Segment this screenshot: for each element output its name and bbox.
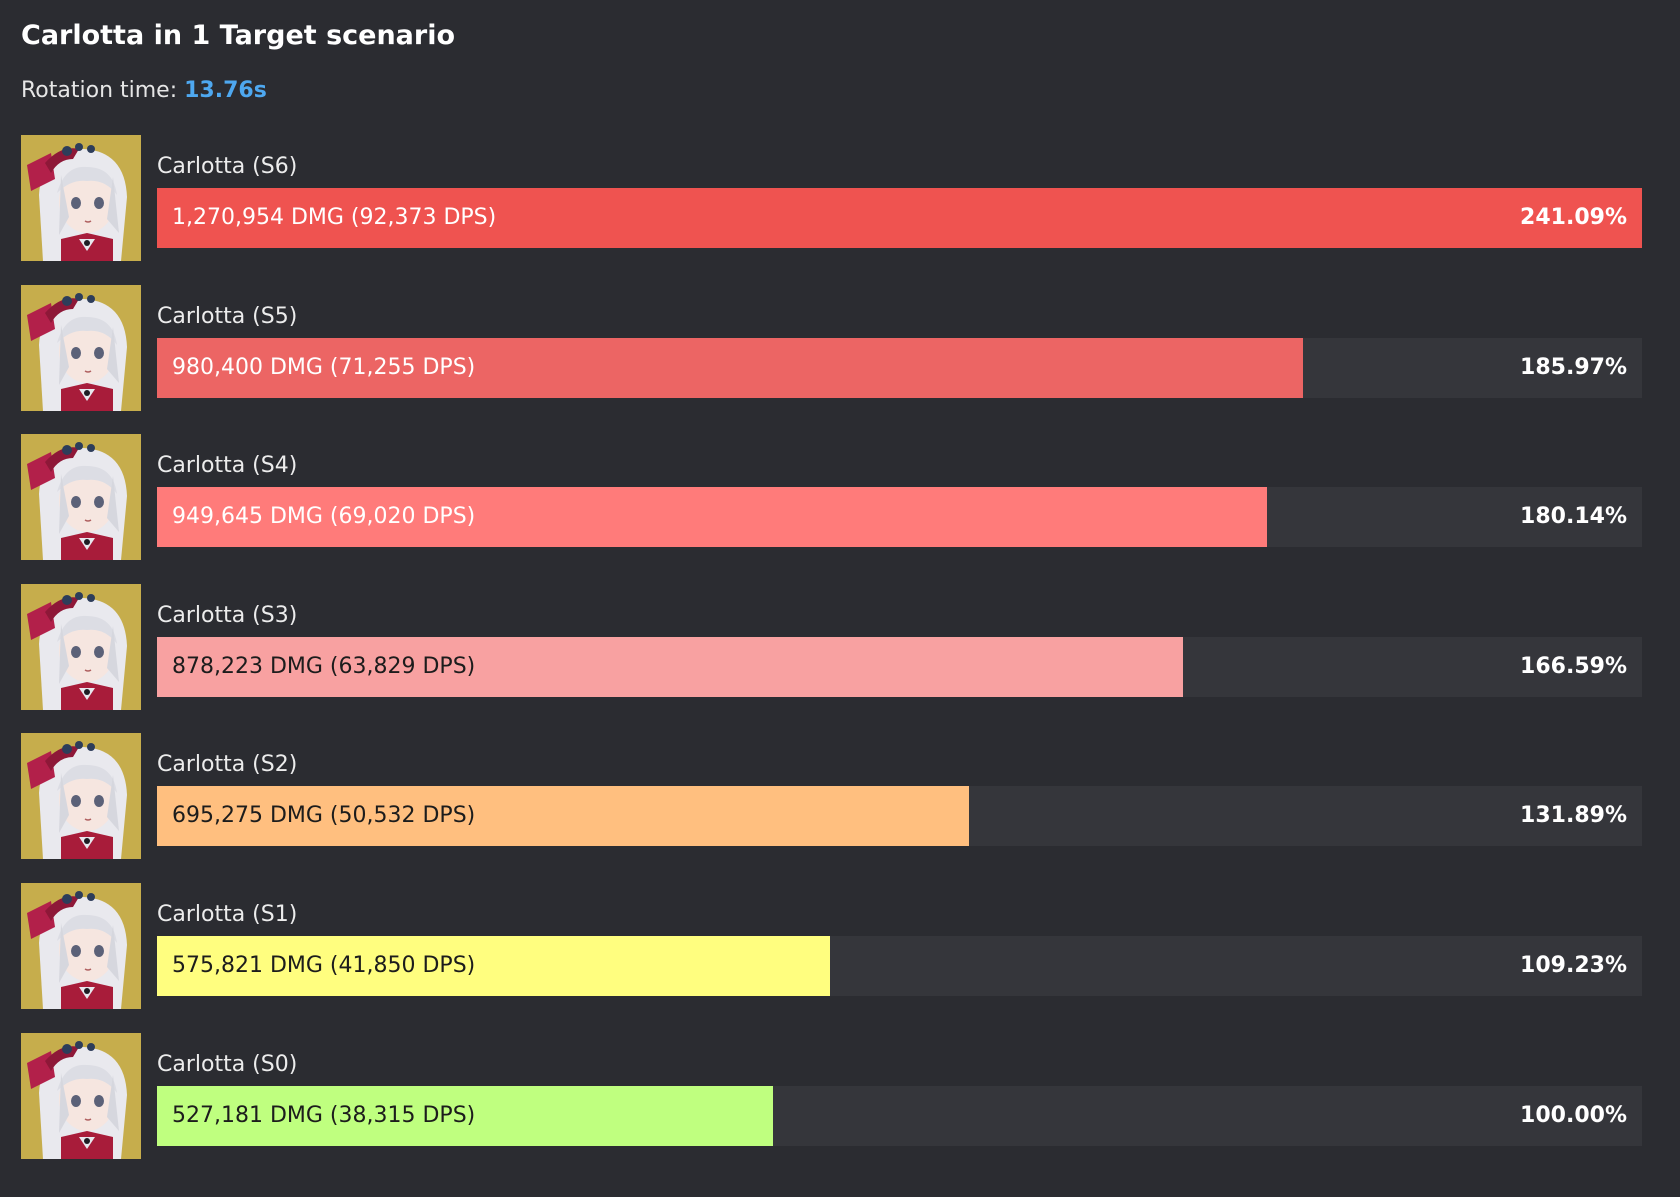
- bar-value-label: 980,400 DMG (71,255 DPS): [172, 354, 476, 380]
- bar-value-label: 527,181 DMG (38,315 DPS): [172, 1102, 476, 1128]
- bar-row: Carlotta (S0) 527,181 DMG (38,315 DPS) 100…: [0, 1032, 1680, 1159]
- bar-value-label: 695,275 DMG (50,532 DPS): [172, 803, 476, 829]
- bar-category-label: Carlotta (S3): [157, 602, 298, 628]
- carlotta-portrait-icon: [21, 135, 141, 261]
- carlotta-portrait-icon: [21, 434, 141, 561]
- bar-value-label: 878,223 DMG (63,829 DPS): [172, 653, 476, 679]
- bar: [157, 636, 1184, 697]
- bar-percent-label: 180.14%: [1520, 504, 1627, 530]
- bar: [157, 1085, 773, 1146]
- carlotta-portrait-icon: [21, 284, 141, 411]
- bar-percent-label: 109.23%: [1520, 953, 1627, 978]
- bar-category-label: Carlotta (S1): [157, 902, 298, 927]
- bar-row: Carlotta (S1) 575,821 DMG (41,850 DPS) 109…: [0, 883, 1680, 1009]
- bar-percent-label: 100.00%: [1520, 1102, 1627, 1128]
- rotation-time: Rotation time: 13.76s: [21, 78, 267, 103]
- bar-percent-label: 241.09%: [1520, 205, 1627, 230]
- bar-category-label: Carlotta (S6): [157, 154, 298, 179]
- bar-percent-label: 166.59%: [1520, 653, 1627, 679]
- avatar: [21, 883, 141, 1009]
- bar-percent-label: 131.89%: [1520, 803, 1627, 829]
- bar: [157, 487, 1267, 548]
- carlotta-portrait-icon: [21, 583, 141, 710]
- bar-value-label: 575,821 DMG (41,850 DPS): [172, 953, 476, 978]
- bar-track: 1,270,954 DMG (92,373 DPS) 241.09%: [157, 188, 1642, 248]
- carlotta-portrait-icon: [21, 733, 141, 860]
- bar: [157, 337, 1303, 398]
- rotation-time-label: Rotation time:: [21, 78, 178, 103]
- bar-category-label: Carlotta (S5): [157, 303, 298, 329]
- bar-track: 980,400 DMG (71,255 DPS) 185.97%: [157, 337, 1642, 398]
- bar-value-label: 949,645 DMG (69,020 DPS): [172, 504, 476, 530]
- avatar: [21, 583, 141, 710]
- avatar: [21, 434, 141, 561]
- avatar: [21, 284, 141, 411]
- bar-category-label: Carlotta (S0): [157, 1051, 298, 1077]
- bar-row: Carlotta (S2) 695,275 DMG (50,532 DPS) 131…: [0, 733, 1680, 860]
- carlotta-portrait-icon: [21, 1032, 141, 1159]
- bar-track: 575,821 DMG (41,850 DPS) 109.23%: [157, 936, 1642, 996]
- page-title: Carlotta in 1 Target scenario: [21, 20, 456, 51]
- bar: [157, 936, 830, 996]
- bar: [157, 188, 1642, 248]
- rotation-time-value: 13.76s: [184, 78, 267, 103]
- bar: [157, 786, 970, 847]
- bar-track: 878,223 DMG (63,829 DPS) 166.59%: [157, 636, 1642, 697]
- bar-track: 949,645 DMG (69,020 DPS) 180.14%: [157, 487, 1642, 548]
- bar-row: Carlotta (S4) 949,645 DMG (69,020 DPS) 180…: [0, 434, 1680, 561]
- bar-track: 695,275 DMG (50,532 DPS) 131.89%: [157, 786, 1642, 847]
- bar-value-label: 1,270,954 DMG (92,373 DPS): [172, 205, 497, 230]
- bar-percent-label: 185.97%: [1520, 354, 1627, 380]
- bar-row: Carlotta (S6) 1,270,954 DMG (92,373 DPS) 2…: [0, 135, 1680, 261]
- avatar: [21, 733, 141, 860]
- bar-category-label: Carlotta (S4): [157, 453, 298, 479]
- bar-category-label: Carlotta (S2): [157, 752, 298, 778]
- bar-row: Carlotta (S3) 878,223 DMG (63,829 DPS) 166…: [0, 583, 1680, 710]
- carlotta-portrait-icon: [21, 883, 141, 1009]
- avatar: [21, 135, 141, 261]
- avatar: [21, 1032, 141, 1159]
- bar-track: 527,181 DMG (38,315 DPS) 100.00%: [157, 1085, 1642, 1146]
- bar-row: Carlotta (S5) 980,400 DMG (71,255 DPS) 185…: [0, 284, 1680, 411]
